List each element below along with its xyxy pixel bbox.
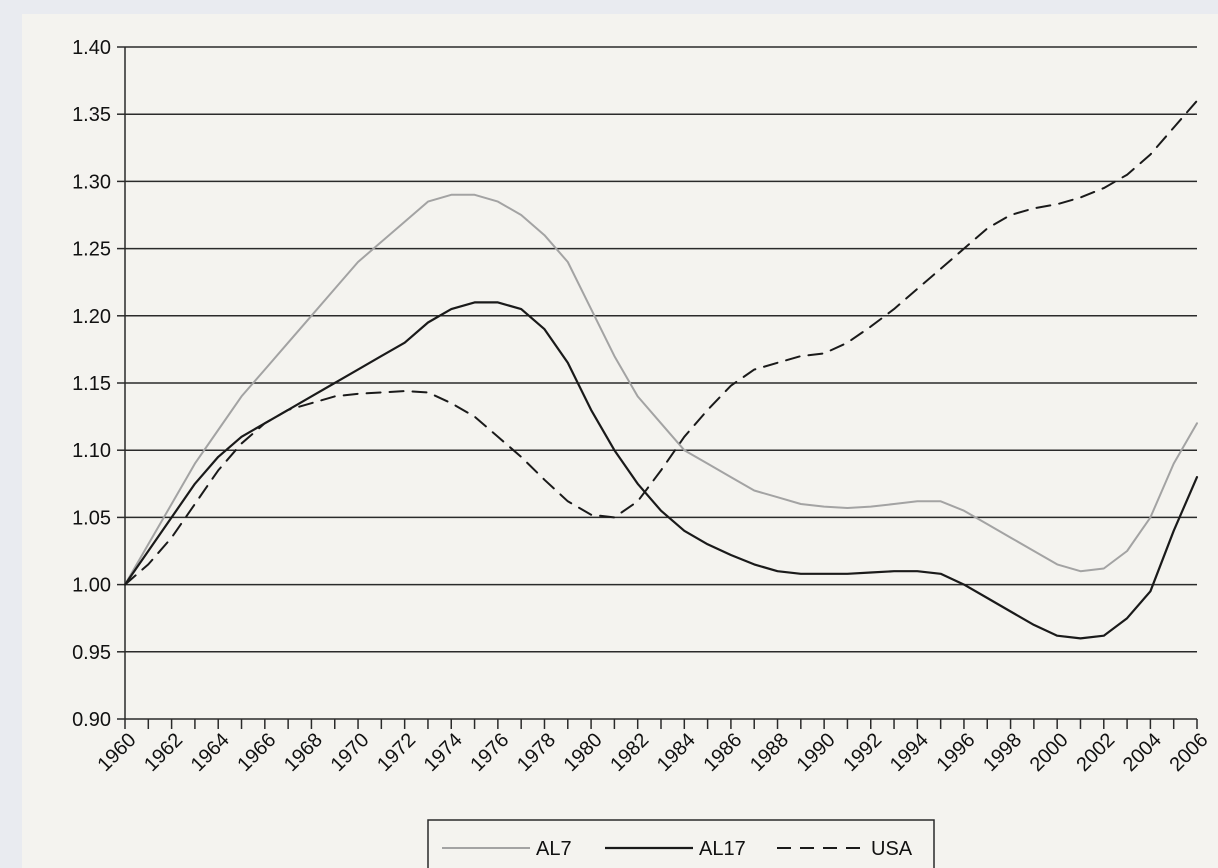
- y-tick-label: 0.95: [72, 642, 111, 664]
- y-tick-label: 1.40: [72, 37, 111, 59]
- x-tick-label: 1990: [793, 729, 840, 776]
- figure-page: 1.40 1.35 1.30 1.25 1.20 1.15 1.10 1.05 1.00 0.95…: [22, 14, 1218, 868]
- x-tick-label: 1998: [979, 729, 1026, 776]
- x-tick-label: 1980: [560, 729, 607, 776]
- y-tick-label: 1.30: [72, 171, 111, 193]
- y-tick-label: 1.05: [72, 507, 111, 529]
- y-tick-label: 1.15: [72, 373, 111, 395]
- x-tick-label: 1992: [839, 729, 886, 776]
- y-tick-label: 1.20: [72, 306, 111, 328]
- legend-label-usa: USA: [871, 838, 913, 860]
- x-tick-label: 1972: [373, 729, 420, 776]
- x-tick-label: 1984: [653, 729, 700, 776]
- x-tick-label: 1968: [280, 729, 327, 776]
- y-tick-label: 0.90: [72, 709, 111, 731]
- x-tick-label: 1962: [140, 729, 187, 776]
- x-tick-label: 2002: [1072, 729, 1119, 776]
- x-tick-label: 1978: [513, 729, 560, 776]
- series-line-usa: [124, 99, 1198, 586]
- x-tick-label: 2004: [1119, 729, 1166, 776]
- legend-label-al17: AL17: [699, 838, 746, 860]
- series-line-al17: [123, 301, 1199, 640]
- y-tick-label: 1.10: [72, 440, 111, 462]
- x-tick-label: 1974: [420, 729, 467, 776]
- x-tick-label: 1988: [746, 729, 793, 776]
- x-tick-label: 1970: [327, 729, 374, 776]
- series-line-al7: [124, 193, 1198, 586]
- x-tick-label: 1966: [233, 729, 280, 776]
- x-tick-label: 1976: [466, 729, 513, 776]
- x-tick-label: 1996: [932, 729, 979, 776]
- x-tick-label: 1986: [699, 729, 746, 776]
- legend-label-al7: AL7: [536, 838, 572, 860]
- y-tick-label: 1.00: [72, 575, 111, 597]
- line-chart: 1.40 1.35 1.30 1.25 1.20 1.15 1.10 1.05 1.00 0.95…: [72, 37, 1213, 868]
- y-tick-label: 1.25: [72, 239, 111, 261]
- y-tick-label: 1.35: [72, 104, 111, 126]
- x-tick-label: 1982: [606, 729, 653, 776]
- legend: [427, 819, 935, 868]
- x-tick-label: 1994: [886, 729, 933, 776]
- x-tick-label: 2000: [1026, 729, 1073, 776]
- x-tick-label: 2006: [1166, 729, 1213, 776]
- x-tick-label: 1960: [94, 729, 141, 776]
- x-tick-label: 1964: [187, 729, 234, 776]
